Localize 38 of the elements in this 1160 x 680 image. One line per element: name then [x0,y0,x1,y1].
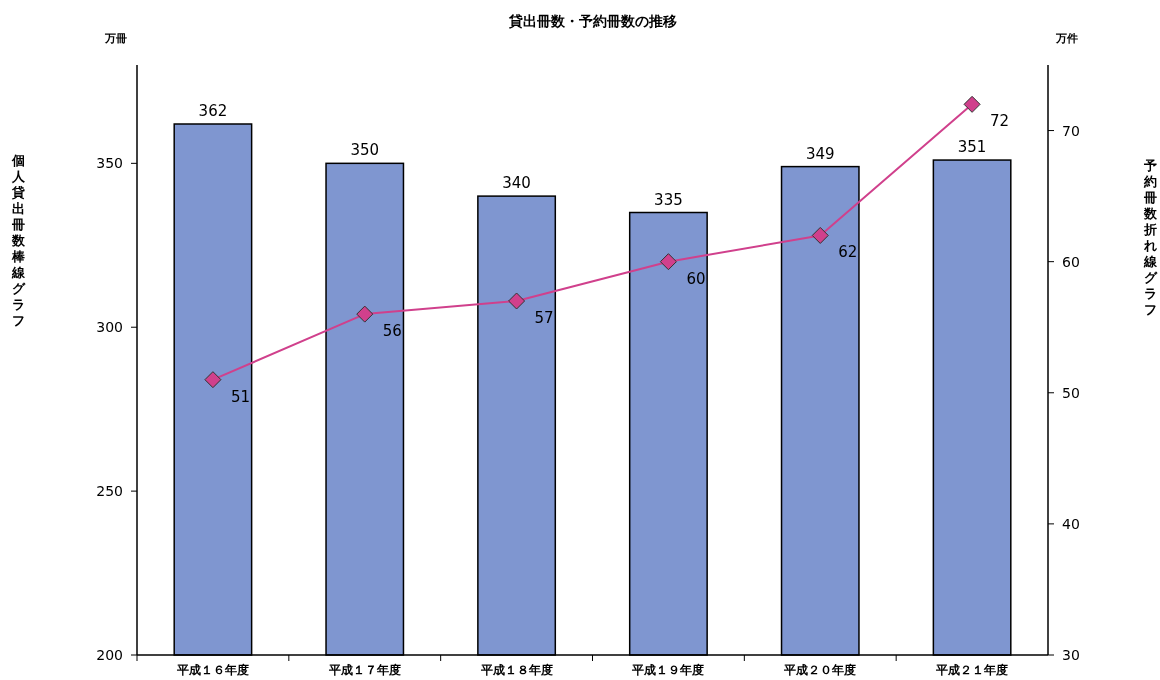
data-label: 56 [382,322,402,341]
point [508,292,526,310]
y2-tick-label: 50 [1062,384,1080,401]
text: 個人貸出冊数棒線グラフ [11,153,25,328]
data-label: 51 [230,387,251,406]
data-label: 57 [534,309,554,327]
text: 予約冊数折れ線グラフ [1143,158,1157,317]
x-tick-label: 平成２１年度 [935,663,1009,677]
x-tick-label: 平成２０年度 [783,663,857,677]
x-tick-label: 平成１７年度 [327,663,401,677]
y2-tick-label: 60 [1062,253,1080,270]
point [811,226,829,244]
y-tick-label: 200 [96,647,123,663]
chart-title: 貸出冊数・予約冊数の推移 [507,13,677,29]
y-tick-label: 300 [96,319,123,336]
data-label: 72 [990,112,1010,131]
data-label: 60 [686,269,706,288]
data-label: 349 [805,144,835,163]
y2-tick-label: 40 [1062,515,1080,532]
data-label: 350 [350,141,380,160]
y2-tick-label: 30 [1062,647,1080,663]
x-tick-label: 平成１６年度 [175,663,249,677]
data-label: 362 [198,102,228,120]
x-tick-label: 平成１８年度 [479,663,553,677]
text: 万冊 [104,32,127,45]
y-tick-label: 250 [96,483,123,500]
point [356,305,374,323]
point [204,371,222,389]
data-label: 335 [654,190,683,209]
point [659,253,677,271]
point [963,95,981,113]
data-label: 62 [838,243,858,262]
y-tick-label: 350 [96,155,123,172]
text: 万件 [1055,32,1078,45]
y2-tick-label: 70 [1062,122,1080,139]
x-tick-label: 平成１９年度 [631,663,705,677]
data-label: 351 [957,138,987,157]
data-label: 340 [502,174,531,193]
